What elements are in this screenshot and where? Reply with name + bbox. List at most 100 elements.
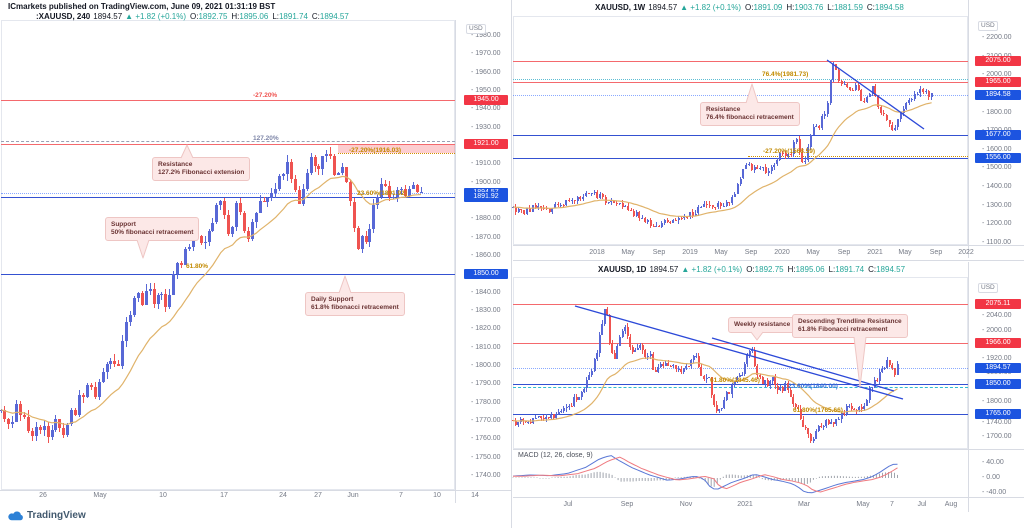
macd-histogram-bar [761, 478, 763, 480]
macd-histogram-bar [539, 478, 541, 479]
candle-body [333, 156, 337, 176]
candle-body [888, 119, 891, 125]
candle-body [534, 205, 537, 209]
candle-body [669, 222, 672, 224]
candle-body [881, 369, 884, 373]
candle-body [851, 90, 854, 92]
macd-histogram-bar [848, 476, 850, 478]
macd-histogram-bar [842, 476, 844, 478]
candle-body [545, 208, 548, 210]
candle-body [697, 207, 700, 214]
candle-body [152, 289, 156, 304]
xauusd-1w-level-1556 [513, 158, 968, 159]
candle-body [231, 226, 235, 234]
macd-histogram-bar [809, 478, 811, 483]
candle-body [663, 219, 666, 223]
candle-body [30, 431, 34, 436]
xauusd-1d-callout: Descending Trendline Resistance 61.8% Fib… [792, 314, 908, 338]
macd-histogram-bar [605, 473, 607, 478]
ohlc-key: H: [231, 12, 240, 21]
candle-body [585, 380, 588, 389]
candle-body [742, 168, 745, 179]
ohlc-value: 1894.57 [319, 12, 349, 21]
candle-body [652, 226, 655, 227]
macd-histogram-bar [797, 478, 799, 483]
xauusd-1d-price-tick: - 1800.00 [982, 397, 1012, 405]
candle-body [560, 410, 563, 412]
ohlc-key: O: [190, 12, 199, 21]
xauusd-1d-time-label: May [856, 501, 870, 508]
candle-body [722, 205, 725, 207]
candle-body [871, 387, 873, 389]
macd-histogram-bar [518, 477, 520, 478]
candle-body [531, 205, 534, 212]
macd-histogram-bar [785, 478, 787, 480]
candle-body [817, 425, 820, 432]
xauusd-1w-time-label: Sep [929, 249, 943, 256]
xauusd-4h-price-badge: 1921.00 [464, 139, 508, 150]
xauusd-4h-level-1850 [1, 274, 455, 275]
candle-body [677, 217, 680, 221]
candle-body [807, 428, 810, 435]
candle-body [769, 381, 772, 386]
xauusd-1w-price-badge: 2075.00 [975, 56, 1021, 67]
xauusd-1d-time-label: 2021 [737, 501, 753, 508]
tradingview-logo[interactable]: TradingView [8, 510, 86, 521]
xauusd-4h-price-tick: - 1930.00 [471, 123, 501, 131]
candle-body [74, 409, 78, 416]
candle-body [883, 368, 886, 370]
macd-histogram-bar [554, 477, 556, 478]
xauusd-1d-fib-label: 61.80%(1845.46) [710, 377, 760, 384]
candle-body [930, 93, 933, 98]
xauusd-1w-price-tick: - 2000.00 [982, 71, 1012, 79]
candle-body [719, 202, 722, 207]
xauusd-4h-price-tick: - 1860.00 [471, 251, 501, 259]
candle-body [746, 355, 749, 364]
macd-histogram-bar [524, 477, 526, 478]
candle-wick [675, 218, 677, 221]
candle-body [646, 356, 649, 357]
candle-body [168, 294, 172, 308]
candle-body [658, 225, 661, 228]
ohlc-value: 1892.75 [754, 265, 784, 274]
xauusd-4h-price-badge: 1891.92 [464, 192, 508, 203]
candle-body [528, 207, 531, 212]
macd-histogram-bar [581, 474, 583, 478]
macd-histogram-bar [683, 476, 685, 478]
candle-body [634, 349, 637, 352]
macd-axis-tick: - 0.00 [982, 474, 1000, 481]
candle-body [219, 200, 223, 205]
candle-body [523, 210, 526, 214]
macd-histogram-bar [602, 472, 604, 478]
candle-body [15, 403, 19, 422]
xauusd-4h-callout: Support 50% fibonacci retracement [105, 217, 200, 241]
candle-body [922, 89, 925, 93]
candle-body [711, 205, 714, 208]
weekly-time-axis-line [513, 245, 1024, 246]
candle-body [38, 427, 42, 431]
macd-histogram-bar [647, 478, 649, 482]
candle-body [868, 93, 871, 97]
ohlc-key: C: [311, 12, 320, 21]
candle-body [767, 170, 770, 173]
macd-histogram-bar [695, 476, 697, 478]
ohlc-key: H: [787, 265, 796, 274]
macd-histogram-bar [599, 471, 601, 478]
xauusd-4h-plot-frame [1, 20, 455, 490]
macd-histogram-bar [872, 475, 874, 478]
candle-body [849, 87, 852, 91]
candle-body [113, 360, 117, 365]
candle-body [582, 196, 585, 199]
xauusd-1w-fib-label: -27.20%(1568.59) [763, 148, 816, 155]
candle-body [540, 206, 543, 209]
h4-symbol-line: :XAUUSD, 240 1894.57 ▲ +1.82 (+0.1%) O:1892… [36, 12, 349, 21]
candle-body [313, 156, 317, 166]
candle-body [705, 204, 708, 206]
xauusd-1w-level-1894.58 [513, 95, 968, 96]
candle-body [846, 83, 849, 88]
candle-body [837, 70, 840, 82]
xauusd-1w-level-1965 [513, 82, 968, 83]
panel-divider-vertical [511, 0, 512, 528]
candle-body [368, 229, 372, 243]
macd-histogram-bar [710, 478, 712, 487]
